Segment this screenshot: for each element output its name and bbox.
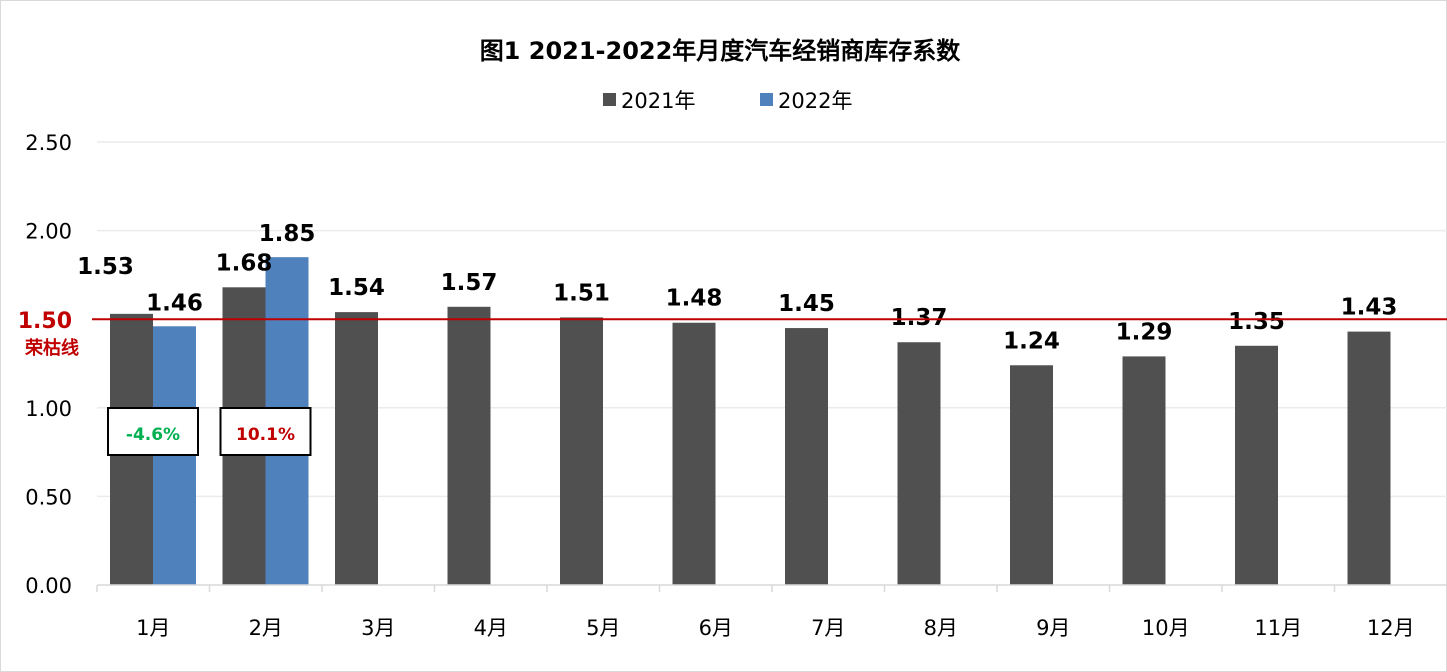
bar-2021年-3月: [335, 312, 378, 585]
bar-2021年-7月: [785, 328, 828, 585]
data-label: 1.68: [216, 250, 273, 276]
legend-label-2021: 2021年: [621, 89, 695, 113]
x-tick-label: 10月: [1142, 616, 1190, 640]
data-label: 1.85: [259, 221, 316, 247]
y-tick-label: 2.00: [25, 220, 72, 244]
x-tick-label: 6月: [699, 616, 733, 640]
y-tick-label: 1.00: [25, 397, 72, 421]
bar-2021年-11月: [1235, 345, 1278, 585]
annotation-text: 10.1%: [236, 425, 295, 445]
data-label: 1.43: [1341, 295, 1398, 321]
bar-2021年-8月: [897, 342, 941, 585]
bar-2021年-9月: [1010, 365, 1053, 585]
data-label: 1.45: [778, 291, 835, 317]
x-tick-label: 9月: [1036, 616, 1070, 640]
x-tick-label: 4月: [474, 616, 508, 640]
y-tick-label: 0.50: [25, 485, 72, 509]
x-tick-label: 2月: [249, 616, 283, 640]
annotation-box: [107, 407, 199, 456]
data-label: 1.29: [1116, 319, 1173, 345]
data-label: 1.57: [441, 270, 498, 296]
chart-title: 图1 2021-2022年月度汽车经销商库存系数: [480, 37, 962, 65]
data-label: 1.54: [328, 275, 385, 301]
annotation-box: [219, 407, 312, 456]
reference-value-label: 1.50: [18, 309, 72, 334]
data-label: 1.51: [553, 280, 610, 306]
x-tick-label: 5月: [586, 616, 620, 640]
x-tick-label: 12月: [1367, 616, 1415, 640]
legend: 2021年 2022年: [603, 89, 852, 113]
annotation-text: -4.6%: [126, 425, 180, 445]
data-label: 1.53: [77, 254, 134, 280]
data-label: 1.48: [666, 286, 723, 312]
bar-2021年-10月: [1122, 356, 1166, 585]
x-tick-label: 1月: [136, 616, 170, 640]
data-label: 1.35: [1228, 309, 1285, 335]
x-tick-label: 11月: [1254, 616, 1302, 640]
y-tick-label: 2.50: [25, 131, 72, 155]
bar-2021年-5月: [560, 317, 603, 585]
x-tick-label: 7月: [811, 616, 845, 640]
legend-swatch-2022: [760, 93, 773, 106]
legend-swatch-2021: [603, 93, 616, 106]
data-label: 1.46: [146, 290, 203, 316]
x-tick-label: 8月: [924, 616, 958, 640]
y-tick-label: 0.00: [25, 574, 72, 598]
reference-line-label: 荣枯线: [24, 337, 79, 359]
legend-label-2022: 2022年: [778, 89, 852, 113]
bar-2021年-12月: [1347, 331, 1391, 585]
bar-2021年-6月: [672, 322, 716, 585]
data-label: 1.24: [1003, 328, 1060, 354]
x-tick-label: 3月: [361, 616, 395, 640]
bar-2021年-4月: [447, 306, 491, 585]
